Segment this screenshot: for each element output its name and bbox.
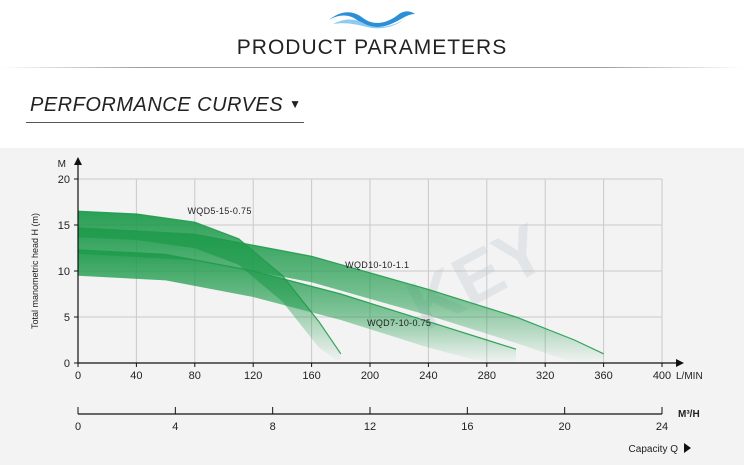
x-axis-arrow [676,359,684,367]
y-tick-label: 5 [64,312,70,324]
x-tick-label: 200 [361,370,379,382]
capacity-arrow-icon [684,443,691,453]
x2-axis-title: Capacity Q [629,444,679,455]
x2-tick-label: 24 [656,421,668,433]
series-label-2: WQD10-10-1.1 [345,260,409,270]
chart-panel: KEY 0 5 10 15 20 M 0 40 80 120 160 200 240 280 320 360 4… [0,148,744,465]
y-axis-arrow [74,157,82,165]
series-label-3: WQD7-10-0.75 [367,318,431,328]
title-divider [0,67,744,68]
y-tick-label: 10 [58,266,70,278]
x-tick-label: 360 [594,370,612,382]
series-line-3 [77,249,517,350]
series-band-3 [78,249,516,363]
axis-layer [74,157,691,453]
section-underline [26,122,304,123]
y-axis-title: Total manometric head H (m) [30,213,40,329]
section-heading-text: PERFORMANCE CURVES [30,94,284,116]
y-tick-label: 0 [64,358,70,370]
series-line-2 [77,227,604,355]
x-tick-label: 0 [75,370,81,382]
y-tick-label: 20 [58,174,70,186]
x-tick-label: 400 [653,370,671,382]
x2-tick-label: 20 [559,421,571,433]
x-tick-label: 40 [130,370,142,382]
x2-tick-label: 12 [364,421,376,433]
x-tick-label: 80 [189,370,201,382]
x-unit-label: L/MIN [676,371,703,382]
x-tick-label: 120 [244,370,262,382]
x-tick-label: 160 [302,370,320,382]
x2-tick-label: 4 [172,421,178,433]
dropdown-arrow-icon: ▼ [289,97,302,111]
section-heading: PERFORMANCE CURVES ▼ [30,94,302,117]
y-tick-label: 15 [58,220,70,232]
y-unit-label: M [58,159,66,170]
x2-tick-label: 16 [461,421,473,433]
x2-tick-label: 0 [75,421,81,433]
x2-unit-label: M³/H [678,409,700,420]
page-title: PRODUCT PARAMETERS [236,36,508,59]
wave-logo-icon [329,11,415,29]
x-tick-label: 280 [478,370,496,382]
x-tick-label: 320 [536,370,554,382]
series-band-2 [78,227,604,363]
series-label-1: WQD5-15-0.75 [188,206,252,216]
series-layer [77,210,604,363]
x2-tick-label: 8 [270,421,276,433]
series-line-1 [77,210,342,355]
x-tick-label: 240 [419,370,437,382]
